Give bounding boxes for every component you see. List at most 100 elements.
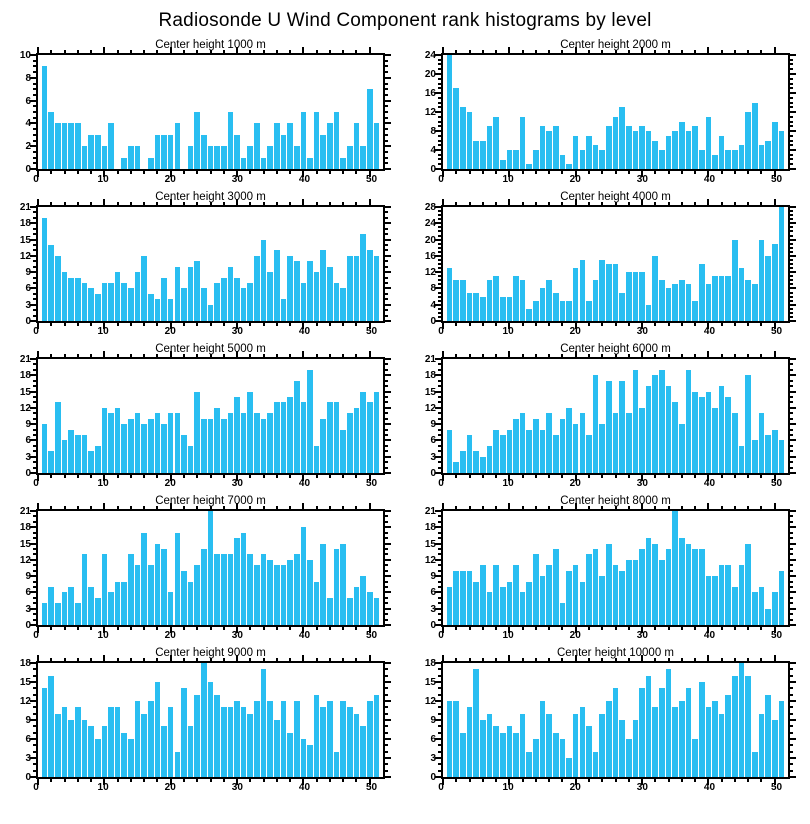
y-major-tick <box>435 72 441 75</box>
histogram-bar <box>732 413 738 473</box>
histogram-bar <box>533 300 539 321</box>
y-major-tick <box>385 607 391 610</box>
histogram-bar <box>161 424 167 473</box>
y-minor-tick <box>385 249 388 252</box>
histogram-bar <box>207 304 214 321</box>
histogram-bar <box>234 277 240 321</box>
x-minor-tick <box>196 627 199 630</box>
x-major-tick <box>442 323 444 329</box>
histogram-bar <box>240 532 247 625</box>
x-minor-tick <box>587 323 590 326</box>
x-tick-label: 0 <box>438 174 444 185</box>
y-minor-tick <box>385 281 388 284</box>
x-minor-tick <box>720 171 723 174</box>
histogram-bar <box>519 592 526 625</box>
x-minor-tick <box>680 779 683 782</box>
y-axis-labels: 0 3 6 9 12 15 18 21 <box>0 202 36 327</box>
y-minor-tick <box>790 444 793 447</box>
x-minor-tick <box>315 354 318 357</box>
subplot-center-height-3000-m: Center height 3000 m 0 3 6 9 12 15 18 21 0 10 20 30 4… <box>0 190 405 342</box>
histogram-bar <box>68 123 74 169</box>
y-tick-label: 0 <box>430 772 436 783</box>
y-tick-label: 15 <box>424 538 436 550</box>
x-tick-label: 50 <box>771 782 783 793</box>
histogram-bar <box>154 682 161 777</box>
x-major-tick <box>37 627 39 633</box>
histogram-bar <box>546 565 552 625</box>
y-minor-tick <box>438 537 441 540</box>
histogram-bar <box>267 413 274 473</box>
y-axis-labels: 0 3 6 9 12 15 18 21 <box>405 506 441 631</box>
x-minor-tick <box>355 202 358 205</box>
x-major-tick <box>773 779 776 785</box>
histogram-bar <box>539 288 546 321</box>
y-minor-tick <box>33 105 36 108</box>
histogram-bar <box>207 146 214 169</box>
x-major-tick <box>641 627 644 633</box>
y-minor-tick <box>790 82 793 85</box>
x-major-tick <box>368 627 371 633</box>
y-minor-tick <box>438 139 441 142</box>
y-major-tick <box>435 662 441 664</box>
histogram-bar <box>513 150 519 169</box>
x-minor-tick <box>680 627 683 630</box>
x-minor-tick <box>222 202 225 205</box>
histogram-bar <box>240 288 247 321</box>
y-minor-tick <box>385 428 388 431</box>
histogram-bar <box>493 565 499 625</box>
subplot-center-height-6000-m: Center height 6000 m 0 3 6 9 12 15 18 21 0 10 20 30 4… <box>405 342 810 494</box>
x-minor-tick <box>289 779 292 782</box>
y-minor-tick <box>790 139 793 142</box>
histogram-bar <box>187 146 194 169</box>
histogram-bar <box>632 272 639 321</box>
x-minor-tick <box>455 475 458 478</box>
y-minor-tick <box>33 82 36 85</box>
x-minor-tick <box>196 354 199 357</box>
x-minor-tick <box>90 354 93 357</box>
histogram-bar <box>74 123 81 169</box>
y-minor-tick <box>33 569 36 572</box>
histogram-bar <box>147 701 154 777</box>
y-major-tick <box>435 54 441 56</box>
x-minor-tick <box>355 171 358 174</box>
histogram-bar <box>619 380 625 473</box>
y-major-tick <box>435 206 441 208</box>
y-tick-label: 18 <box>19 522 31 534</box>
x-tick-label: 50 <box>366 782 378 793</box>
y-major-tick <box>435 591 441 594</box>
histogram-bar <box>665 135 672 169</box>
histogram-bar <box>685 284 692 321</box>
histogram-bar <box>307 369 313 473</box>
x-minor-tick <box>548 354 551 357</box>
x-minor-tick <box>667 627 670 630</box>
y-minor-tick <box>33 276 36 279</box>
x-major-tick <box>37 475 39 481</box>
x-minor-tick <box>50 50 53 53</box>
x-minor-tick <box>733 506 736 509</box>
y-minor-tick <box>438 379 441 382</box>
x-minor-tick <box>328 475 331 478</box>
histogram-bar <box>68 720 74 777</box>
histogram-bar <box>745 675 751 777</box>
x-minor-tick <box>747 202 750 205</box>
y-tick-label: 6 <box>25 734 31 745</box>
y-major-tick <box>30 680 36 683</box>
histogram-bar <box>606 380 612 473</box>
histogram-bar <box>121 732 128 777</box>
y-minor-tick <box>33 233 36 236</box>
histogram-bar <box>68 429 74 473</box>
x-minor-tick <box>455 658 458 661</box>
histogram-bar <box>712 276 718 321</box>
x-minor-tick <box>601 323 604 326</box>
y-minor-tick <box>438 68 441 71</box>
histogram-bar <box>293 380 300 473</box>
histogram-bar <box>625 126 632 169</box>
histogram-bar <box>340 701 346 777</box>
x-major-tick <box>169 171 172 177</box>
histogram-bar <box>559 418 566 473</box>
histogram-bar <box>187 266 194 321</box>
x-tick-label: 0 <box>33 174 39 185</box>
x-tick-label: 0 <box>438 630 444 641</box>
x-minor-tick <box>76 658 79 661</box>
histogram-bar <box>247 391 254 473</box>
